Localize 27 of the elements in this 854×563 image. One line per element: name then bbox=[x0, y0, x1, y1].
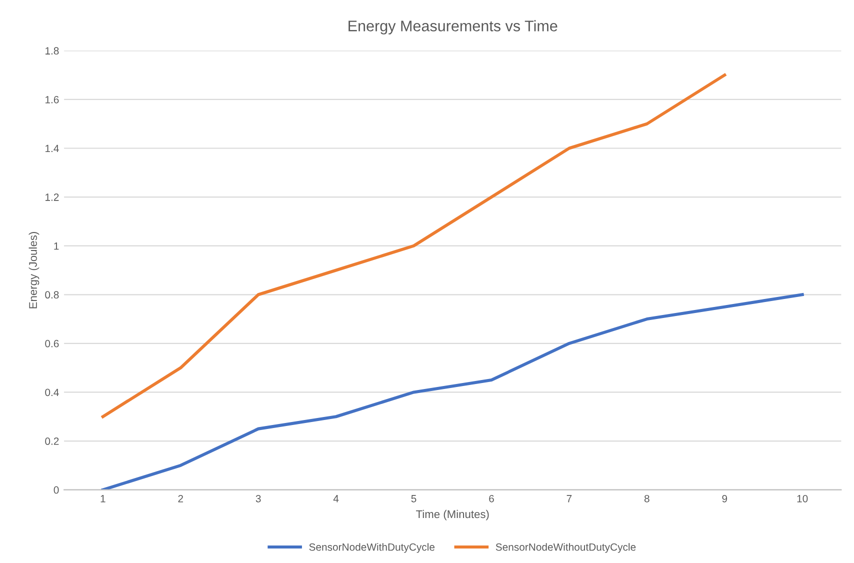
legend-label: SensorNodeWithoutDutyCycle bbox=[496, 543, 636, 553]
x-tick-label: 8 bbox=[644, 494, 650, 502]
x-tick-label: 1 bbox=[100, 495, 106, 502]
x-tick-label: 7 bbox=[566, 495, 572, 502]
x-tick-label: 2 bbox=[178, 494, 183, 502]
y-axis-title: Energy (Joules) bbox=[28, 232, 40, 308]
y-tick-label: 1.8 bbox=[46, 47, 59, 55]
chart-title: Energy Measurements vs Time bbox=[348, 20, 558, 34]
line-series bbox=[101, 293, 804, 490]
legend-label: SensorNodeWithDutyCycle bbox=[309, 543, 435, 553]
y-tick-label: 0.2 bbox=[45, 438, 59, 445]
y-tick-label: 0 bbox=[54, 486, 59, 494]
y-tick-label: 1 bbox=[54, 242, 59, 250]
y-tick-label: 1.4 bbox=[46, 144, 59, 152]
x-tick-label: 4 bbox=[333, 495, 339, 502]
x-tick-label: 3 bbox=[256, 494, 261, 502]
y-tick-label: 1.6 bbox=[46, 96, 59, 104]
x-tick-label: 6 bbox=[489, 494, 494, 502]
x-tick-label: 10 bbox=[797, 494, 808, 502]
x-axis-title: Time (Minutes) bbox=[416, 510, 489, 520]
y-tick-label: 0.6 bbox=[45, 340, 59, 348]
line-series bbox=[101, 74, 726, 418]
y-tick-label: 1.2 bbox=[46, 194, 59, 201]
y-tick-label: 0.4 bbox=[45, 388, 59, 396]
y-tick-label: 0.8 bbox=[45, 291, 59, 299]
x-tick-label: 5 bbox=[411, 495, 416, 502]
x-tick-label: 9 bbox=[722, 494, 728, 502]
